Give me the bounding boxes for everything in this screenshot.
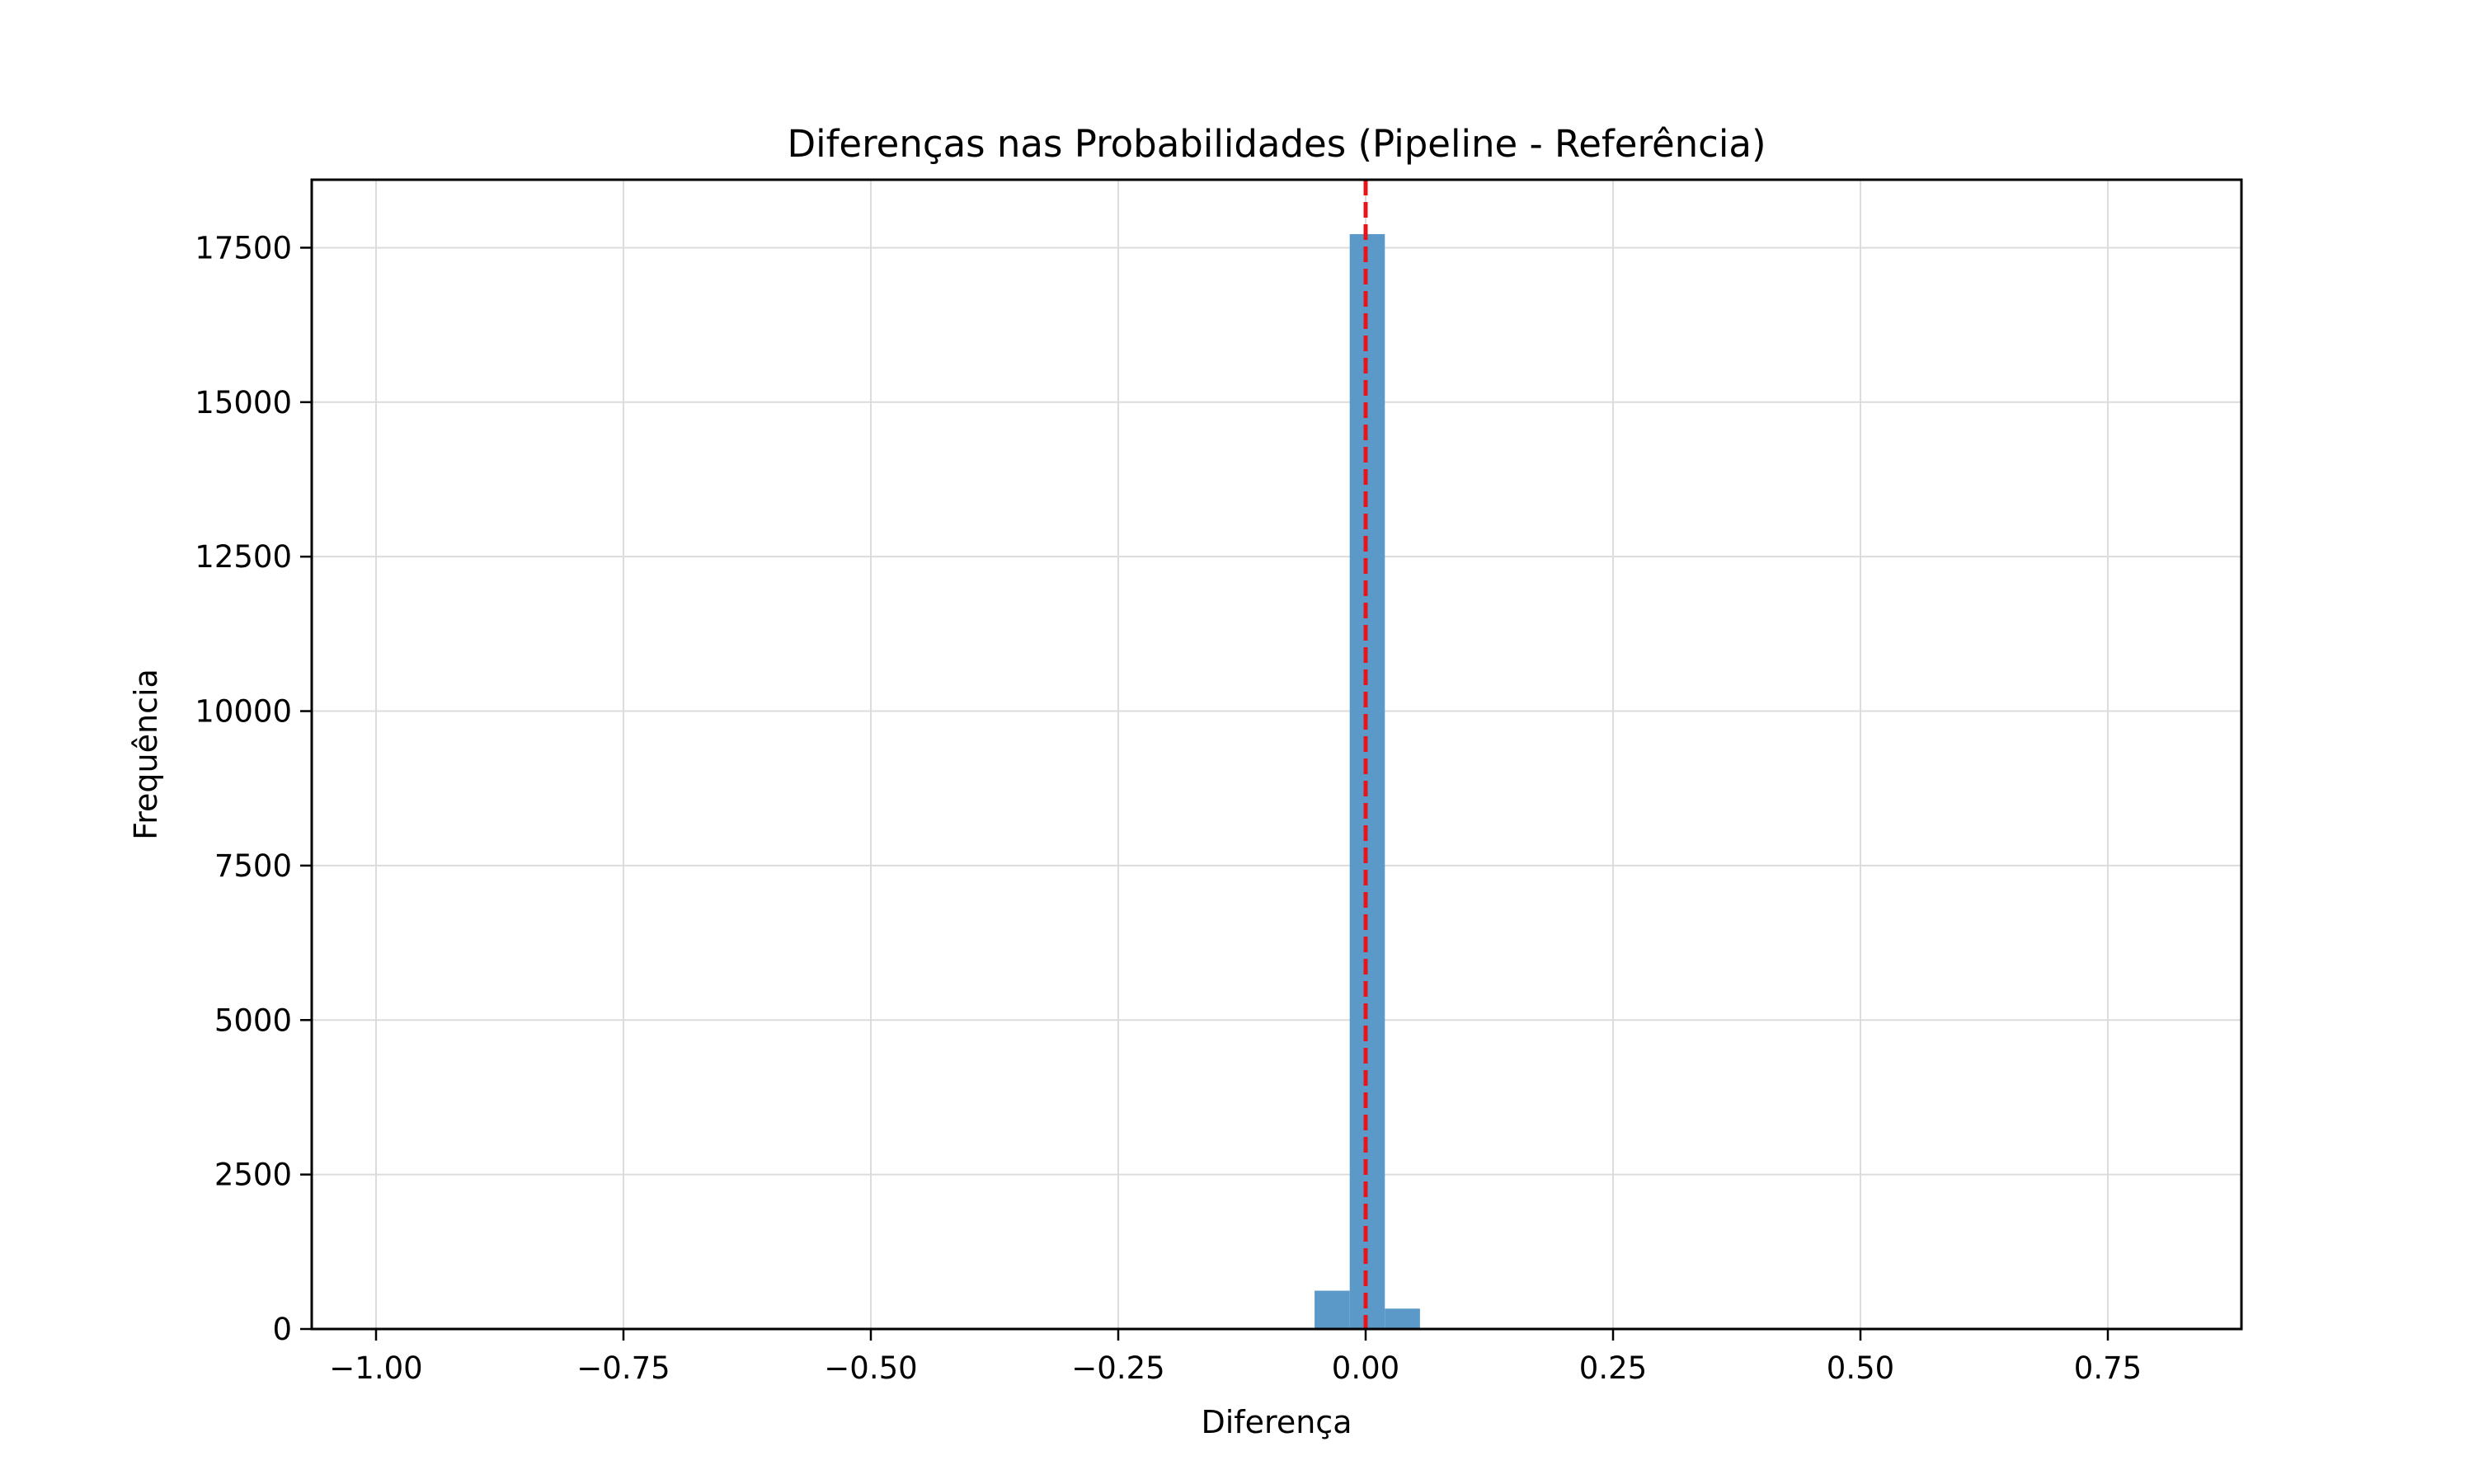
- x-tick-label: 0.00: [1332, 1350, 1399, 1386]
- y-tick-label: 10000: [195, 694, 292, 730]
- x-tick-label: 0.25: [1579, 1350, 1647, 1386]
- chart-title: Diferenças nas Probabilidades (Pipeline …: [787, 122, 1766, 166]
- plot-frame: [310, 178, 2243, 1331]
- x-axis-label: Diferença: [1201, 1404, 1352, 1440]
- y-tick-label: 2500: [214, 1158, 292, 1193]
- grid: [312, 180, 2241, 1330]
- x-tick-label: 0.50: [1827, 1350, 1894, 1386]
- y-tick-label: 0: [272, 1312, 292, 1347]
- y-tick-label: 7500: [214, 848, 292, 884]
- histogram-bar: [1385, 1308, 1420, 1329]
- histogram-bars: [376, 233, 1420, 1330]
- y-tick-label: 12500: [195, 539, 292, 575]
- x-tick-label: −0.25: [1071, 1350, 1164, 1386]
- x-tick-label: −1.00: [329, 1350, 422, 1386]
- histogram-bar: [1315, 1290, 1350, 1329]
- x-tick-label: −0.50: [824, 1350, 917, 1386]
- x-tick-label: −0.75: [576, 1350, 670, 1386]
- x-axis-ticks: −1.00 −0.75 −0.50 −0.25 0.00 0.25 0.50 0.75: [329, 1329, 2142, 1386]
- y-tick-label: 17500: [195, 230, 292, 265]
- x-tick-label: 0.75: [2074, 1350, 2142, 1386]
- y-tick-label: 5000: [214, 1003, 292, 1038]
- y-tick-label: 15000: [195, 385, 292, 420]
- y-axis-label: Frequência: [128, 669, 164, 840]
- y-axis-ticks: 0 2500 5000 7500 10000 12500 15000 17500: [195, 230, 312, 1347]
